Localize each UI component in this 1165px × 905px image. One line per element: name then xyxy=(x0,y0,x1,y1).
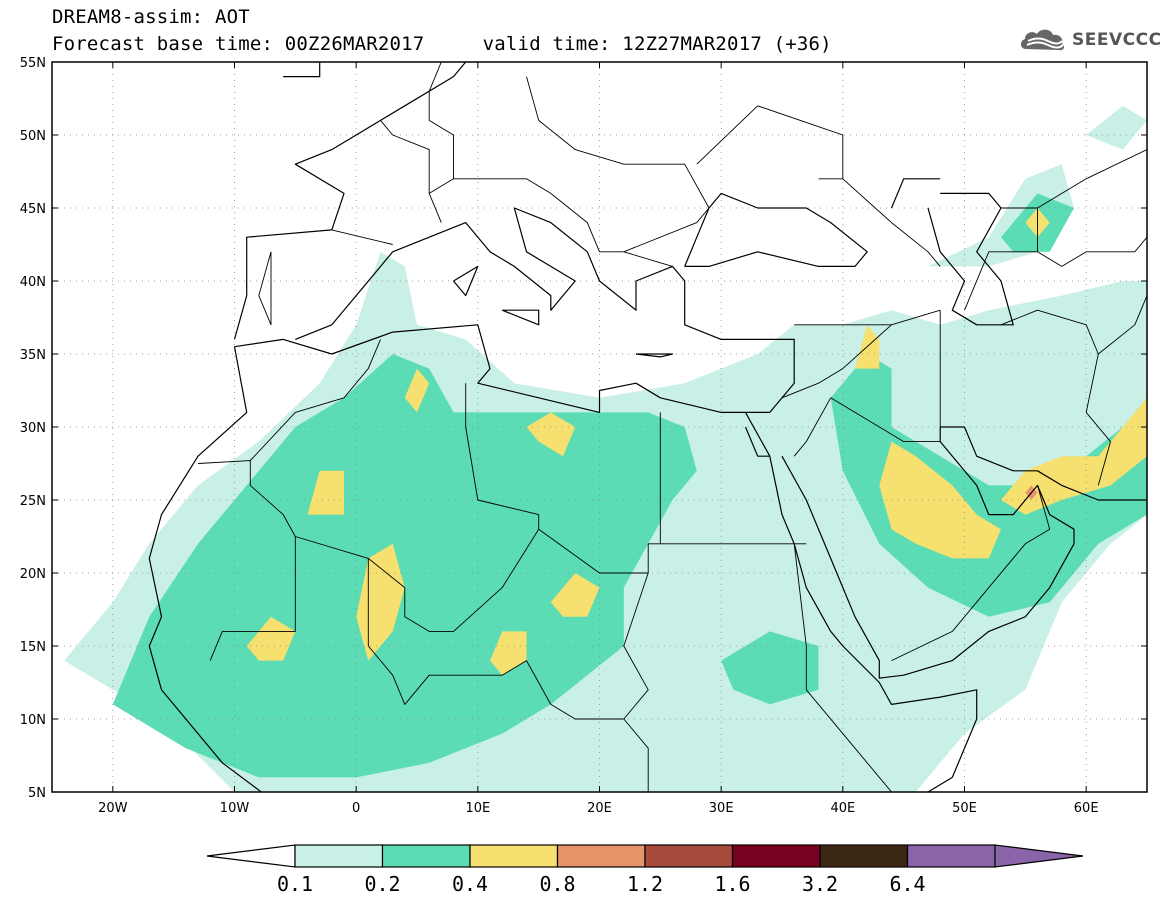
country-border xyxy=(623,572,649,720)
longitude-axis: 20W 10W 0 10E 20E 30E 40E 50E 60E xyxy=(98,62,1099,816)
colorbar-level-label: 3.2 xyxy=(802,872,838,896)
lat-tick-label: 20N xyxy=(20,567,46,582)
lon-tick-label: 10W xyxy=(220,801,250,816)
coastline xyxy=(233,62,467,340)
coastline xyxy=(295,207,795,413)
colorbar-swatch xyxy=(731,844,821,868)
country-border xyxy=(380,120,430,194)
coastline xyxy=(744,412,978,792)
coastline xyxy=(501,309,540,326)
aot-region-level-3 xyxy=(307,470,344,515)
lon-tick-label: 50E xyxy=(952,801,977,816)
colorbar-low-arrow xyxy=(206,844,296,868)
country-border xyxy=(793,543,892,792)
lon-tick-label: 40E xyxy=(830,801,855,816)
colorbar-swatch xyxy=(906,844,996,868)
lat-tick-label: 40N xyxy=(20,275,46,290)
latitude-axis: 55N 50N 45N 40N 35N 30N 25N 20N 15N 10N 5N xyxy=(20,56,1147,801)
colorbar-level-label: 0.4 xyxy=(452,872,488,896)
lat-tick-label: 10N xyxy=(20,713,46,728)
lon-tick-label: 30E xyxy=(709,801,734,816)
country-border xyxy=(830,397,941,443)
colorbar-swatch xyxy=(819,844,909,868)
lon-tick-label: 10E xyxy=(465,801,490,816)
aot-region-level-2 xyxy=(830,354,1147,617)
country-border xyxy=(428,62,454,179)
country-border xyxy=(249,339,381,461)
coastline xyxy=(927,192,1014,326)
country-border xyxy=(696,105,844,180)
colorbar-level-label: 0.1 xyxy=(277,872,313,896)
country-border xyxy=(197,460,296,661)
country-border xyxy=(964,236,1147,311)
country-border xyxy=(331,229,393,245)
map-title: DREAM8-assim: AOT xyxy=(52,6,250,28)
country-border xyxy=(428,178,673,267)
country-borders xyxy=(197,62,1147,792)
country-border xyxy=(793,397,832,457)
coastline xyxy=(635,353,674,358)
lat-tick-label: 30N xyxy=(20,421,46,436)
lon-tick-label: 20E xyxy=(587,801,612,816)
colorbar-level-label: 1.6 xyxy=(714,872,750,896)
colorbar-swatch xyxy=(381,844,471,868)
aot-region-level-1 xyxy=(1086,105,1147,150)
colorbar-high-arrow xyxy=(994,844,1084,868)
country-border xyxy=(538,412,661,574)
country-border xyxy=(1037,149,1147,209)
forecast-time-subtitle: Forecast base time: 00Z26MAR2017 valid t… xyxy=(52,33,832,55)
lon-tick-label: 20W xyxy=(98,801,128,816)
aot-region-level-2 xyxy=(721,631,819,705)
coastline xyxy=(148,346,263,792)
colorbar-level-label: 1.2 xyxy=(627,872,663,896)
colorbar-swatch xyxy=(556,844,646,868)
colorbar-level-label: 0.2 xyxy=(364,872,400,896)
coastline xyxy=(283,62,321,78)
aot-region-level-2 xyxy=(112,354,697,778)
cloud-logo-icon xyxy=(1020,29,1065,51)
aot-region-level-3 xyxy=(526,412,576,457)
colorbar-swatch xyxy=(469,844,559,868)
aot-colorbar: 0.1 0.2 0.4 0.8 1.2 1.6 3.2 6.4 xyxy=(206,844,1084,896)
seevccc-logo: SEEVCCC xyxy=(1018,27,1162,53)
lat-tick-label: 55N xyxy=(20,56,46,71)
country-border xyxy=(295,383,540,632)
colorbar-level-label: 0.8 xyxy=(539,872,575,896)
colorbar-swatch xyxy=(294,844,384,868)
coastline xyxy=(940,426,1147,501)
brand-name: SEEVCCC xyxy=(1072,30,1162,50)
aot-region-level-3 xyxy=(550,573,600,617)
aot-region-level-3 xyxy=(246,616,296,661)
aot-region-level-3 xyxy=(490,631,527,676)
coastline xyxy=(684,192,868,267)
lat-tick-label: 15N xyxy=(20,640,46,655)
coastline xyxy=(744,426,770,457)
country-border xyxy=(842,178,941,267)
lat-tick-label: 50N xyxy=(20,129,46,144)
lat-tick-label: 35N xyxy=(20,348,46,363)
country-border xyxy=(781,309,941,399)
aot-region-level-3 xyxy=(404,368,430,413)
coastline xyxy=(890,178,941,209)
country-border xyxy=(526,76,710,253)
coastline xyxy=(781,427,1075,679)
country-border xyxy=(1098,295,1147,355)
colorbar-level-label: 6.4 xyxy=(889,872,925,896)
lon-tick-label: 60E xyxy=(1074,801,1099,816)
coastline xyxy=(453,265,479,297)
country-border xyxy=(367,558,649,792)
country-border xyxy=(258,251,272,326)
lat-tick-label: 5N xyxy=(28,786,46,801)
lat-tick-label: 45N xyxy=(20,202,46,217)
coastlines xyxy=(148,62,1147,792)
country-border xyxy=(891,485,1051,662)
lat-tick-label: 25N xyxy=(20,494,46,509)
colorbar-swatch xyxy=(644,844,734,868)
lon-tick-label: 0 xyxy=(352,801,360,816)
coastline xyxy=(234,324,746,413)
